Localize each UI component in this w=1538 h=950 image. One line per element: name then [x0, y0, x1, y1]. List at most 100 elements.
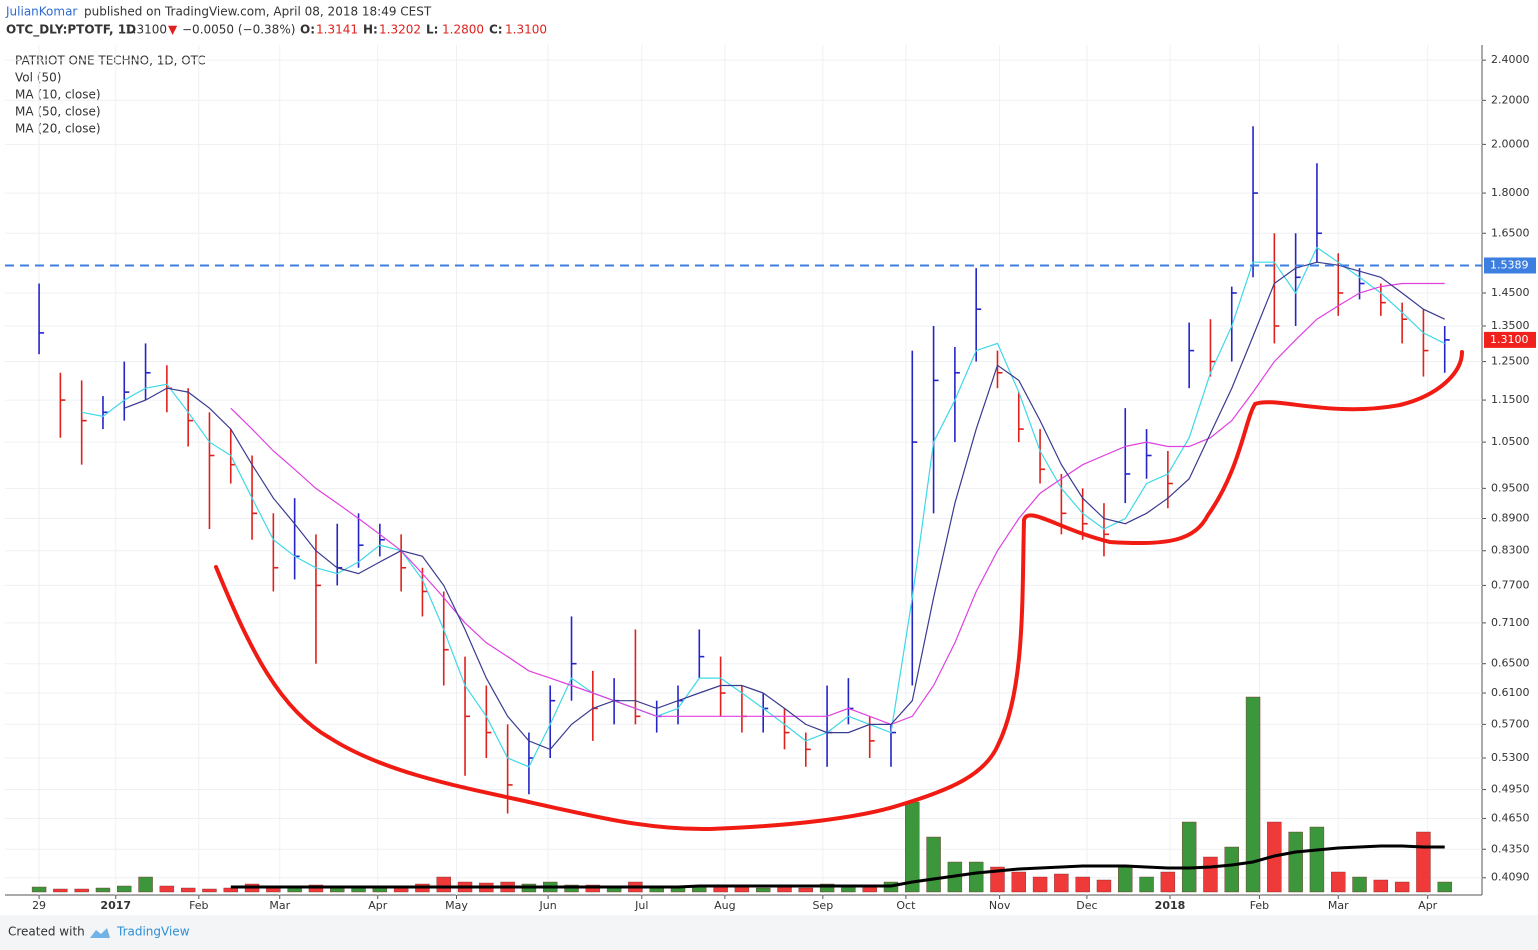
x-tick-label: 2017: [100, 899, 131, 912]
volume-bar: [926, 836, 941, 893]
volume-bar: [138, 876, 153, 893]
footer-bar: [0, 915, 1538, 950]
ohlc-value: 1.3100: [505, 23, 547, 37]
y-tick-label: 0.5700: [1491, 717, 1530, 730]
volume-bar: [1309, 826, 1325, 893]
ohlc-label: H:: [363, 23, 378, 37]
ma-line: [81, 246, 1445, 768]
y-tick-label: 1.4500: [1491, 286, 1530, 299]
ohlc-label: C:: [489, 23, 503, 37]
y-tick-label: 2.0000: [1491, 137, 1530, 150]
x-tick-label: Apr: [368, 899, 388, 912]
y-tick-label: 2.4000: [1491, 53, 1530, 66]
x-tick-label: Feb: [189, 899, 208, 912]
x-tick-label: Dec: [1076, 899, 1097, 912]
price-tag: [1484, 257, 1536, 274]
x-tick-label: Nov: [989, 899, 1011, 912]
price-tag-label: 1.3100: [1490, 333, 1529, 346]
y-tick-label: 0.9500: [1491, 481, 1530, 494]
volume-bar: [159, 885, 175, 893]
x-tick-label: Jul: [634, 899, 648, 912]
author[interactable]: JulianKomar: [5, 5, 77, 19]
price-tag-label: 1.5389: [1490, 258, 1529, 271]
volume-bar: [862, 886, 877, 893]
volume-bar: [202, 888, 217, 893]
y-tick-label: 2.2000: [1491, 93, 1530, 106]
ma-line: [230, 282, 1445, 726]
volume-bar: [819, 883, 835, 893]
volume-bar: [968, 861, 984, 893]
y-tick-label: 0.7100: [1491, 616, 1530, 629]
volume-bar: [1139, 876, 1154, 893]
ohlc-value: 1.2800: [442, 23, 484, 37]
x-tick-label: Sep: [812, 899, 833, 912]
volume-bar: [1011, 871, 1026, 893]
y-tick-label: 0.6100: [1491, 686, 1530, 699]
volume-bar: [1373, 879, 1389, 893]
volume-bar: [1032, 876, 1048, 893]
price: 1.3100: [125, 23, 167, 37]
volume-bar: [223, 887, 238, 893]
volume-bar: [1331, 871, 1346, 893]
volume-bar: [1245, 696, 1261, 893]
volume-bar: [74, 888, 89, 893]
y-tick-label: 0.4650: [1491, 811, 1530, 824]
y-tick-label: 0.4090: [1491, 871, 1530, 884]
volume-bar: [180, 887, 196, 893]
volume-bar: [1394, 881, 1410, 893]
ohlc-value: 1.3141: [316, 23, 358, 37]
volume-bar: [53, 888, 68, 893]
published: published on TradingView.com, April 08, …: [84, 5, 432, 19]
volume-bar: [905, 801, 920, 893]
footer-brand[interactable]: TradingView: [116, 925, 190, 939]
legend-entry: MA (10, close): [15, 88, 101, 102]
volume-bar: [1203, 856, 1218, 893]
legend-entry: MA (20, close): [15, 122, 101, 136]
volume-bar: [1416, 831, 1431, 893]
volume-bar: [31, 886, 47, 893]
volume-bar: [756, 887, 771, 893]
volume-bar: [1437, 881, 1452, 893]
x-tick-label: Mar: [1328, 899, 1349, 912]
x-tick-label: Aug: [714, 899, 735, 912]
footer-text: Created with: [8, 925, 85, 939]
volume-bar: [1288, 831, 1303, 893]
volume-bar: [117, 885, 132, 893]
y-tick-label: 0.4950: [1491, 783, 1530, 796]
y-tick-label: 0.8300: [1491, 544, 1530, 557]
volume-bar: [1054, 873, 1069, 893]
volume-bar: [1224, 846, 1239, 893]
x-tick-label: Jun: [538, 899, 556, 912]
change: −0.0050 (−0.38%): [182, 23, 295, 37]
y-tick-label: 1.0500: [1491, 435, 1530, 448]
y-tick-label: 1.1500: [1491, 393, 1530, 406]
arrow: ▼: [168, 23, 178, 37]
volume-bar: [1118, 866, 1133, 893]
y-tick-label: 0.8900: [1491, 511, 1530, 524]
volume-bar: [777, 886, 792, 893]
ohlc-label: L:: [426, 23, 438, 37]
x-tick-label: Oct: [896, 899, 916, 912]
ma-line: [124, 261, 1445, 751]
y-tick-label: 1.3500: [1491, 319, 1530, 332]
volume-bar: [798, 887, 813, 893]
volume-bar: [1096, 879, 1112, 893]
x-tick-label: Feb: [1250, 899, 1269, 912]
volume-bar: [1352, 876, 1367, 893]
symbol: OTC_DLY:PTOTF, 1D: [6, 23, 136, 38]
drawing: [214, 350, 1464, 832]
x-tick-label: Apr: [1418, 899, 1438, 912]
volume-ma: [230, 844, 1445, 889]
volume-bar: [990, 866, 1005, 893]
y-tick-label: 0.6500: [1491, 657, 1530, 670]
legend-entry: Vol (50): [15, 71, 61, 85]
y-tick-label: 1.2500: [1491, 355, 1530, 368]
price-tag: [1484, 331, 1536, 348]
volume-bar: [436, 876, 451, 893]
volume-bar: [1181, 821, 1197, 893]
y-tick-label: 0.7700: [1491, 578, 1530, 591]
x-tick-label: 29: [32, 899, 46, 912]
volume-bar: [1075, 876, 1090, 893]
